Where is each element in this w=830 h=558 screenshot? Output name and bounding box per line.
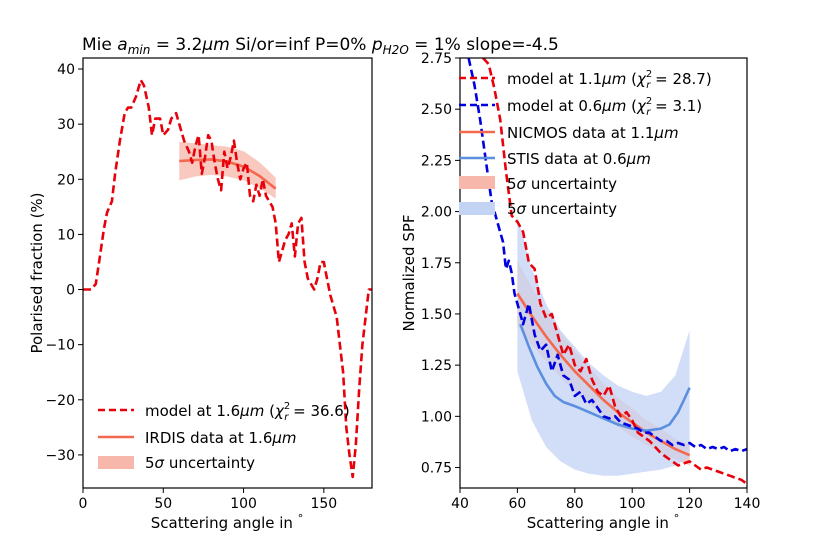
legend-label-model-1.1: model at 1.1μm (χ2 r = 28.7) — [507, 69, 712, 91]
right-legend: model at 1.1μm (χ2 r = 28.7) model at 0.6… — [459, 69, 712, 218]
left-y-tick-label: −10 — [45, 338, 75, 354]
left-y-tick-label: 30 — [57, 117, 75, 133]
left-y-tick-label: −30 — [45, 448, 75, 464]
right-x-axis-label: Scattering angle in ° — [527, 512, 679, 532]
left-uncertainty-band-0 — [179, 141, 276, 199]
title-a: a — [117, 35, 127, 55]
right-x-tick-label: 40 — [451, 496, 469, 512]
right-uncertainty-band-1 — [517, 215, 690, 476]
left-plot-frame — [82, 57, 373, 489]
right-x-tick-label: 140 — [734, 496, 761, 512]
right-x-tick-label: 80 — [566, 496, 584, 512]
right-y-tick-label: 1.75 — [421, 256, 452, 272]
right-y-tick-label: 1.50 — [421, 307, 452, 323]
right-y-tick-label: 1.25 — [421, 358, 452, 374]
left-y-tick-label: 20 — [57, 172, 75, 188]
right-series-line-3 — [519, 323, 691, 433]
right-series-line-1 — [467, 58, 747, 453]
left-x-axis-label: Scattering angle in ° — [151, 512, 303, 532]
legend-label-model-1.6: model at 1.6μm (χ2 r = 36.6) — [145, 401, 350, 423]
left-x-tick-label: 50 — [154, 496, 172, 512]
legend-label-irdis: IRDIS data at 1.6μm — [145, 429, 297, 447]
title-mid: = 3.2 — [150, 35, 202, 55]
right-y-tick-label: 2.50 — [421, 102, 452, 118]
legend-swatch-irdis-uncertainty — [98, 456, 134, 469]
left-y-tick-label: 0 — [66, 283, 75, 299]
left-x-tick-label: 100 — [230, 496, 257, 512]
right-x-tick-label: 100 — [619, 496, 646, 512]
legend-label-irdis-uncertainty: 5σ uncertainty — [145, 454, 255, 472]
title-a-sub: min — [128, 43, 151, 57]
right-y-tick-label: 2.25 — [421, 153, 452, 169]
figure-title: Mie amin = 3.2μm Si/or=inf P=0% pH2O = 1… — [82, 35, 559, 57]
left-legend: model at 1.6μm (χ2 r = 36.6) IRDIS data a… — [98, 401, 350, 472]
title-tail: = 1% slope=-4.5 — [409, 35, 559, 55]
legend-label-nicmos-uncertainty: 5σ uncertainty — [507, 175, 617, 193]
right-plot-frame — [459, 57, 748, 489]
left-y-tick-label: 10 — [57, 227, 75, 243]
legend-label-model-0.6: model at 0.6μm (χ2 r = 3.1) — [507, 96, 702, 118]
title-lead: Mie — [82, 35, 117, 55]
left-y-axis-label: Polarised fraction (%) — [28, 192, 46, 353]
right-y-tick-label: 2.75 — [421, 51, 452, 67]
right-y-tick-label: 1.00 — [421, 409, 452, 425]
right-y-tick-label: 2.00 — [421, 205, 452, 221]
left-y-tick-label: 40 — [57, 62, 75, 78]
legend-swatch-nicmos-uncertainty — [459, 176, 495, 189]
right-x-tick-label: 120 — [676, 496, 703, 512]
title-mid2: Si/or=inf P=0% — [230, 35, 372, 55]
legend-swatch-stis-uncertainty — [459, 202, 495, 215]
left-series-line-0 — [83, 78, 372, 479]
left-x-tick-label: 0 — [79, 496, 88, 512]
legend-label-stis: STIS data at 0.6μm — [507, 150, 651, 168]
right-y-tick-label: 0.75 — [421, 461, 452, 477]
title-p: p — [371, 35, 383, 55]
right-series-line-0 — [482, 58, 747, 485]
right-x-tick-label: 60 — [508, 496, 526, 512]
left-y-tick-label: −20 — [45, 393, 75, 409]
right-chart-panel: 40 60 80 100 120 140 0.75 1.00 1.25 1.50 1.75 2.00 2… — [400, 51, 760, 532]
title-mu: μm — [201, 35, 229, 55]
left-x-tick-label: 150 — [310, 496, 337, 512]
legend-label-stis-uncertainty: 5σ uncertainty — [507, 200, 617, 218]
title-p-sub: H2O — [383, 43, 409, 57]
legend-label-nicmos: NICMOS data at 1.1μm — [507, 124, 679, 142]
right-y-axis-label: Normalized SPF — [400, 214, 418, 331]
